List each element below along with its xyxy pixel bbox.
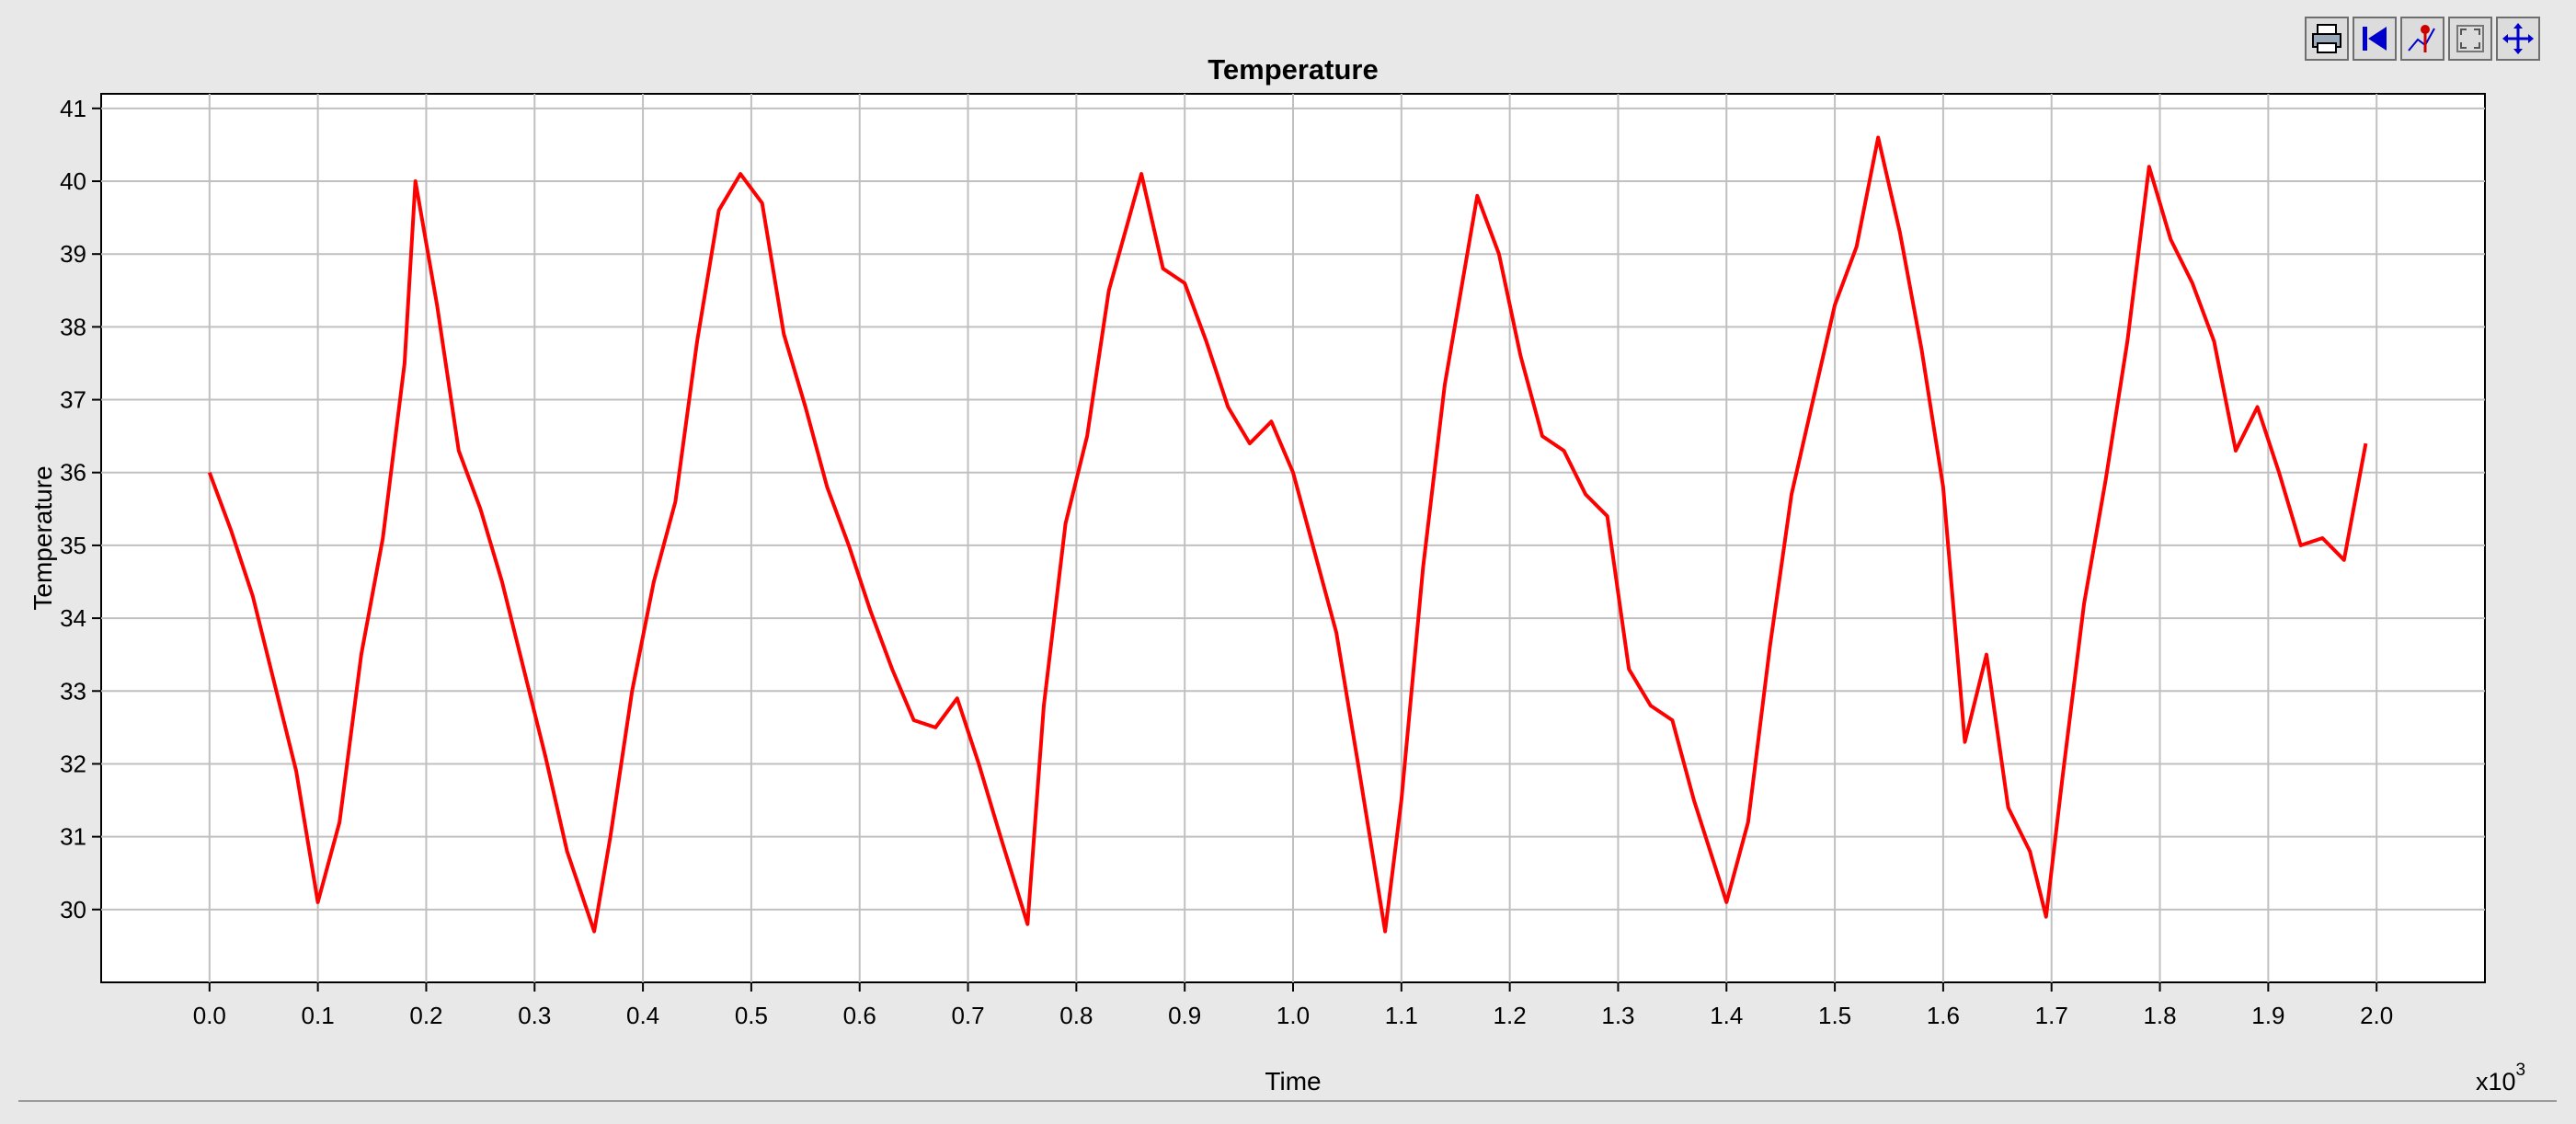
x-tick-label: 1.3 [1601,1002,1634,1029]
y-axis-ticks: 30 31 32 33 34 35 36 37 38 39 40 41 [60,95,101,923]
x-tick-label: 2.0 [2360,1002,2393,1029]
pan-button[interactable] [2496,17,2540,61]
y-tick-label: 35 [60,532,86,559]
grid-lines [101,94,2485,982]
y-axis-label: Temperature [29,465,57,610]
zoom-fit-icon [2456,25,2484,52]
y-tick-label: 33 [60,677,86,705]
x-tick-label: 0.8 [1059,1002,1093,1029]
data-marker-button[interactable] [2400,17,2444,61]
x-tick-label: 0.0 [193,1002,226,1029]
x-tick-label: 1.4 [1710,1002,1743,1029]
x-tick-label: 1.8 [2143,1002,2176,1029]
y-tick-label: 39 [60,240,86,268]
x-tick-label: 1.5 [1818,1002,1851,1029]
marker-icon [2408,25,2435,52]
zoom-fit-button[interactable] [2448,17,2492,61]
print-button[interactable] [2305,17,2349,61]
x-tick-label: 1.1 [1385,1002,1418,1029]
x-tick-label: 0.6 [843,1002,876,1029]
x-tick-label: 0.1 [302,1002,335,1029]
chart-title: Temperature [1208,53,1379,86]
x-tick-label: 0.9 [1168,1002,1201,1029]
x-tick-label: 1.6 [1927,1002,1960,1029]
x-tick-label: 0.4 [626,1002,659,1029]
x-tick-label: 1.7 [2035,1002,2068,1029]
x-tick-label: 0.5 [735,1002,768,1029]
y-tick-label: 36 [60,459,86,487]
print-icon [2312,24,2341,53]
y-tick-label: 31 [60,823,86,851]
y-tick-label: 32 [60,750,86,777]
x-tick-label: 0.2 [409,1002,442,1029]
temperature-series-line [207,135,2368,934]
plot-toolbar [2305,17,2540,63]
x-axis-multiplier: x103 [2476,1061,2525,1095]
y-tick-label: 38 [60,313,86,340]
x-axis-label: Time [1265,1067,1321,1095]
x-tick-label: 1.0 [1277,1002,1310,1029]
window-bottom-divider [18,1100,2557,1102]
y-tick-label: 37 [60,386,86,414]
y-tick-label: 41 [60,95,86,122]
x-tick-label: 1.9 [2251,1002,2284,1029]
x-axis-ticks: 0.0 0.1 0.2 0.3 0.4 0.5 0.6 0.7 0.8 0.9 1.0 1.1 1.2 1… [193,982,2393,1029]
y-tick-label: 34 [60,604,86,632]
y-tick-label: 30 [60,896,86,923]
x-tick-label: 1.2 [1494,1002,1527,1029]
x-tick-label: 0.7 [951,1002,984,1029]
reset-view-button[interactable] [2353,17,2397,61]
reset-icon [2363,27,2387,51]
y-tick-label: 40 [60,167,86,195]
pan-icon [2502,23,2534,54]
x-tick-label: 0.3 [518,1002,551,1029]
